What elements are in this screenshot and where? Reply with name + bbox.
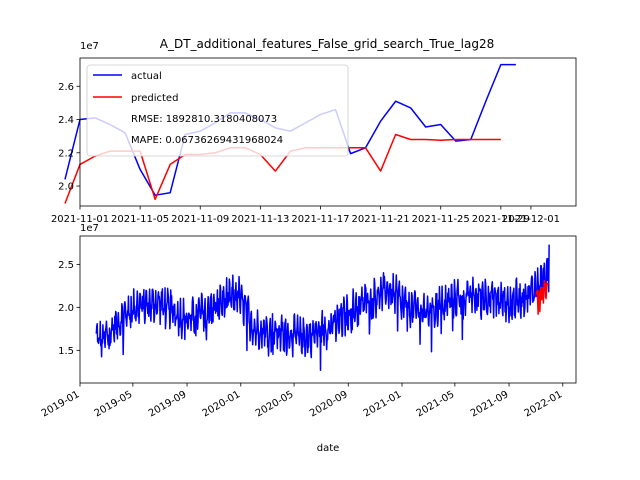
bottom-x-tick-label: 2019-05 [93, 389, 135, 419]
top-y-tick-label: 2.6 [58, 82, 74, 93]
bottom-x-tick-label: 2022-01 [523, 389, 565, 419]
top-x-ticks: 2021-11-01 2021-11-05 2021-11-09 2021-11-13… [51, 206, 560, 225]
bottom-x-tick-label: 2020-05 [254, 389, 296, 419]
bottom-x-tick-label: 2021-01 [362, 389, 404, 419]
top-y-tick-label: 2.4 [58, 115, 74, 126]
top-x-tick-label: 2021-11-05 [111, 214, 169, 225]
legend-actual-label: actual [131, 71, 162, 82]
bottom-y-tick-label: 2.0 [58, 303, 74, 314]
chart-title: A_DT_additional_features_False_grid_sear… [160, 37, 495, 51]
top-y-ticks: 2.0 2.2 2.4 2.6 [58, 82, 80, 193]
bottom-series-actual-line [95, 244, 550, 372]
top-y-offset-label: 1e7 [80, 41, 99, 52]
top-x-tick-label: 2021-11-17 [291, 214, 349, 225]
legend-rmse-note: RMSE: 1892810.3180408073 [131, 114, 277, 125]
bottom-x-tick-label: 2021-09 [469, 389, 511, 419]
bottom-x-tick-label: 2021-05 [415, 389, 457, 419]
legend-predicted-label: predicted [131, 93, 178, 104]
bottom-series-group [95, 244, 550, 372]
top-x-tick-label: 2021-11-29 [472, 214, 530, 225]
top-x-tick-label: 2021-11-21 [352, 214, 410, 225]
top-y-tick-label: 2.2 [58, 148, 74, 159]
top-subplot: A_DT_additional_features_False_grid_sear… [51, 37, 577, 225]
bottom-x-tick-label: 2020-09 [308, 389, 350, 419]
bottom-y-tick-label: 1.5 [58, 346, 74, 357]
legend-box [86, 64, 349, 157]
top-x-tick-label: 2021-11-09 [171, 214, 229, 225]
bottom-series-predicted-line [535, 279, 550, 315]
legend-mape-note: MAPE: 0.06736269431968024 [131, 135, 283, 146]
top-x-tick-label: 2021-11-25 [412, 214, 470, 225]
bottom-x-tick-label: 2019-01 [40, 389, 82, 419]
legend: actual predicted RMSE: 1892810.318040807… [86, 64, 349, 157]
bottom-subplot: 1e7 2019-01 2019-05 2019-09 2020-01 2020-05 2… [40, 223, 577, 454]
top-x-tick-label: 2021-11-13 [231, 214, 289, 225]
top-x-tick-label: 2021-11-01 [51, 214, 109, 225]
top-x-tick-label: 2021-12-01 [502, 214, 560, 225]
bottom-plot-area [79, 235, 577, 384]
bottom-axes-frame [79, 235, 577, 384]
bottom-y-ticks: 1.5 2.0 2.5 [58, 260, 80, 357]
top-y-tick-label: 2.0 [58, 182, 74, 193]
bottom-x-ticks: 2019-01 2019-05 2019-09 2020-01 2020-05 2020-… [40, 383, 564, 419]
bottom-y-offset-label: 1e7 [80, 223, 99, 234]
bottom-x-tick-label: 2020-01 [201, 389, 243, 419]
bottom-x-tick-label: 2019-09 [147, 389, 189, 419]
top-axes-frame [79, 57, 577, 207]
bottom-y-tick-label: 2.5 [58, 260, 74, 271]
bottom-x-axis-label: date [317, 443, 340, 454]
